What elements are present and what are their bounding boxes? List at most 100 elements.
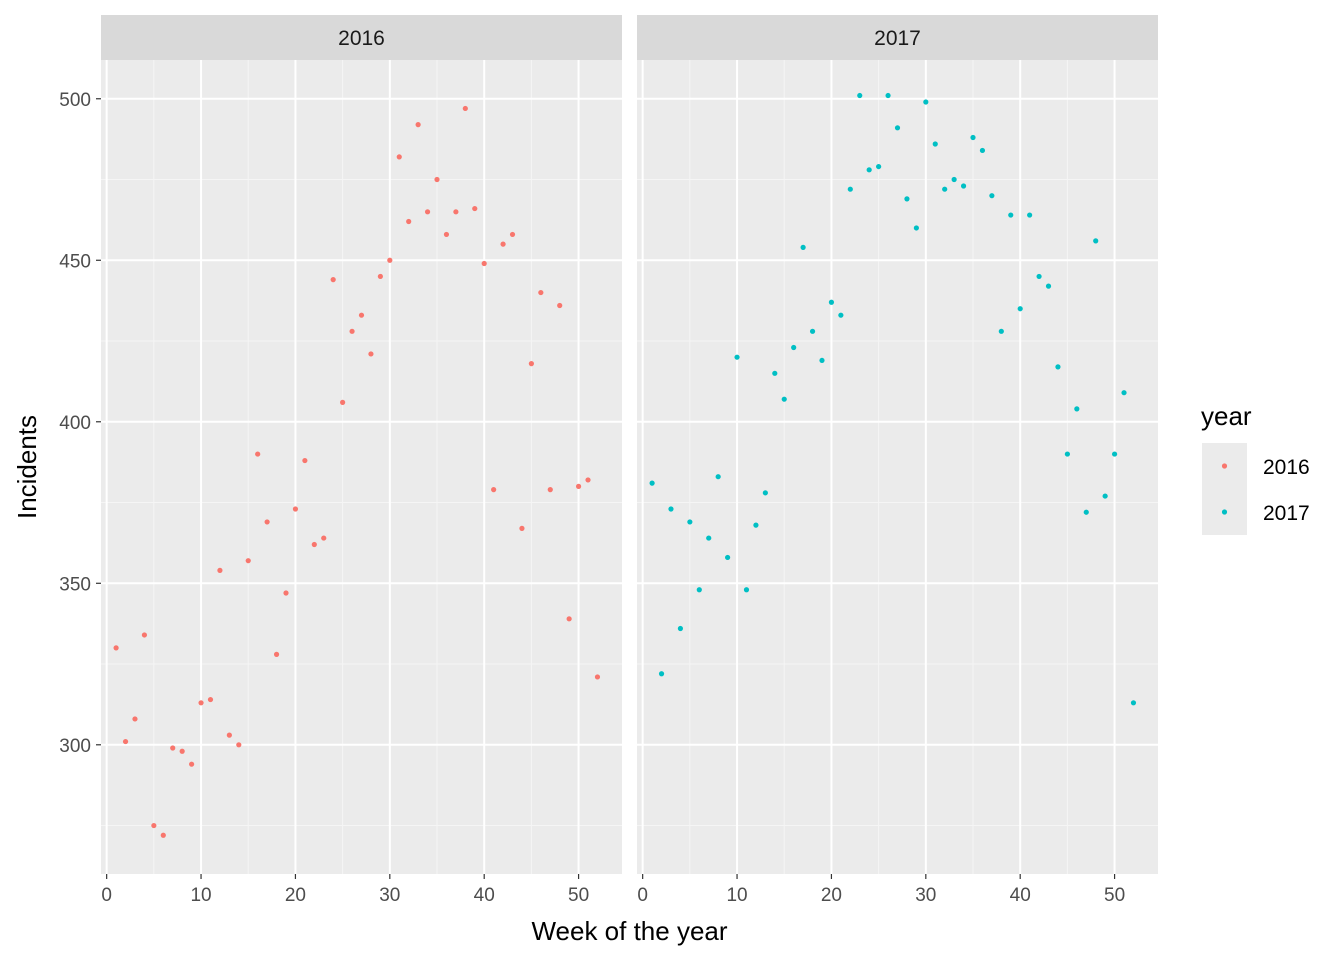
data-point — [725, 554, 731, 561]
data-point — [434, 176, 440, 183]
data-point — [283, 590, 289, 596]
data-point — [819, 357, 825, 364]
data-point — [594, 674, 601, 680]
facet-panel-2017: 2017 0 10 20 30 40 50 — [637, 15, 1158, 906]
data-point — [349, 328, 355, 334]
data-point — [443, 231, 450, 238]
facet-strip-2017 — [637, 15, 1158, 60]
x-axis-title: Week of the year — [531, 916, 727, 946]
data-point — [340, 399, 346, 405]
data-point — [585, 477, 591, 483]
x-tick-label: 40 — [1010, 885, 1031, 906]
data-point — [264, 519, 270, 525]
data-point — [857, 92, 863, 99]
data-point — [255, 451, 261, 457]
data-point — [942, 186, 948, 192]
data-point — [743, 587, 750, 593]
x-tick-label: 10 — [726, 885, 747, 906]
legend: year 2016 2017 — [1201, 401, 1310, 535]
data-point — [311, 541, 317, 548]
data-point — [141, 632, 148, 638]
data-point — [321, 535, 327, 541]
data-point — [160, 832, 166, 838]
y-tick-label: 450 — [59, 251, 91, 272]
data-point — [923, 99, 929, 105]
data-point — [668, 506, 674, 512]
data-point — [1074, 406, 1080, 412]
data-point — [396, 154, 402, 160]
data-point — [330, 277, 336, 283]
data-point — [1102, 493, 1108, 499]
legend-key-2016-marker — [1221, 463, 1228, 469]
data-point — [302, 457, 308, 464]
data-point — [368, 351, 374, 357]
data-point — [1045, 283, 1052, 289]
major-gridlines-2017 — [637, 60, 1158, 874]
data-point — [762, 490, 768, 496]
data-point — [453, 209, 459, 215]
data-point — [1093, 238, 1099, 244]
y-axis-title: Incidents — [12, 415, 42, 519]
data-point — [481, 260, 487, 267]
data-point — [696, 587, 702, 593]
data-point — [951, 176, 957, 183]
data-point — [894, 125, 901, 131]
data-point — [687, 519, 693, 525]
data-point — [462, 105, 468, 112]
panel-background-2017 — [637, 60, 1158, 874]
major-gridlines-2016 — [101, 60, 622, 874]
data-point — [904, 196, 910, 202]
facet-strip-label-2017: 2017 — [874, 27, 921, 50]
data-point — [207, 696, 214, 703]
data-point — [472, 205, 478, 212]
data-point — [528, 361, 534, 367]
data-point — [226, 732, 232, 738]
data-point — [876, 163, 882, 170]
data-point — [170, 745, 176, 751]
data-point — [387, 257, 393, 263]
data-point — [1064, 451, 1070, 457]
facet-strip-label-2016: 2016 — [338, 27, 385, 50]
x-tick-label: 40 — [474, 885, 495, 906]
data-point — [575, 483, 582, 489]
data-point — [960, 183, 967, 189]
y-tick-label: 400 — [59, 413, 91, 434]
data-point — [658, 671, 665, 677]
data-point — [885, 92, 891, 99]
data-point — [236, 742, 242, 748]
data-point — [1027, 212, 1033, 218]
x-tick-label: 0 — [101, 885, 112, 906]
data-point — [734, 354, 740, 360]
data-point — [132, 716, 138, 722]
data-point — [547, 487, 553, 493]
x-tick-label: 30 — [379, 885, 400, 906]
data-points-2016 — [113, 105, 601, 838]
data-point — [424, 209, 431, 215]
facet-panel-2016: 2016 0 10 20 30 40 50 — [101, 15, 622, 906]
data-point — [292, 506, 299, 512]
x-axis-ticks-2016: 0 10 20 30 40 50 — [101, 874, 589, 906]
x-tick-label: 30 — [915, 885, 936, 906]
data-point — [1008, 212, 1014, 218]
data-point — [217, 567, 223, 573]
y-tick-label: 350 — [59, 574, 91, 595]
x-tick-label: 10 — [190, 885, 211, 906]
data-point — [198, 700, 204, 706]
data-point — [500, 241, 506, 247]
data-point — [358, 312, 365, 318]
data-point — [800, 244, 806, 250]
data-point — [538, 289, 544, 296]
data-point — [970, 134, 976, 141]
y-axis-ticks: 300 350 400 450 500 — [59, 90, 101, 757]
data-point — [122, 738, 129, 745]
data-point — [979, 147, 986, 154]
x-tick-label: 20 — [821, 885, 842, 906]
data-point — [866, 167, 872, 173]
data-points-2017 — [649, 92, 1137, 706]
data-point — [1121, 390, 1127, 396]
data-point — [1055, 364, 1061, 370]
legend-title: year — [1201, 401, 1252, 431]
data-point — [519, 525, 525, 531]
data-point — [1111, 451, 1118, 457]
